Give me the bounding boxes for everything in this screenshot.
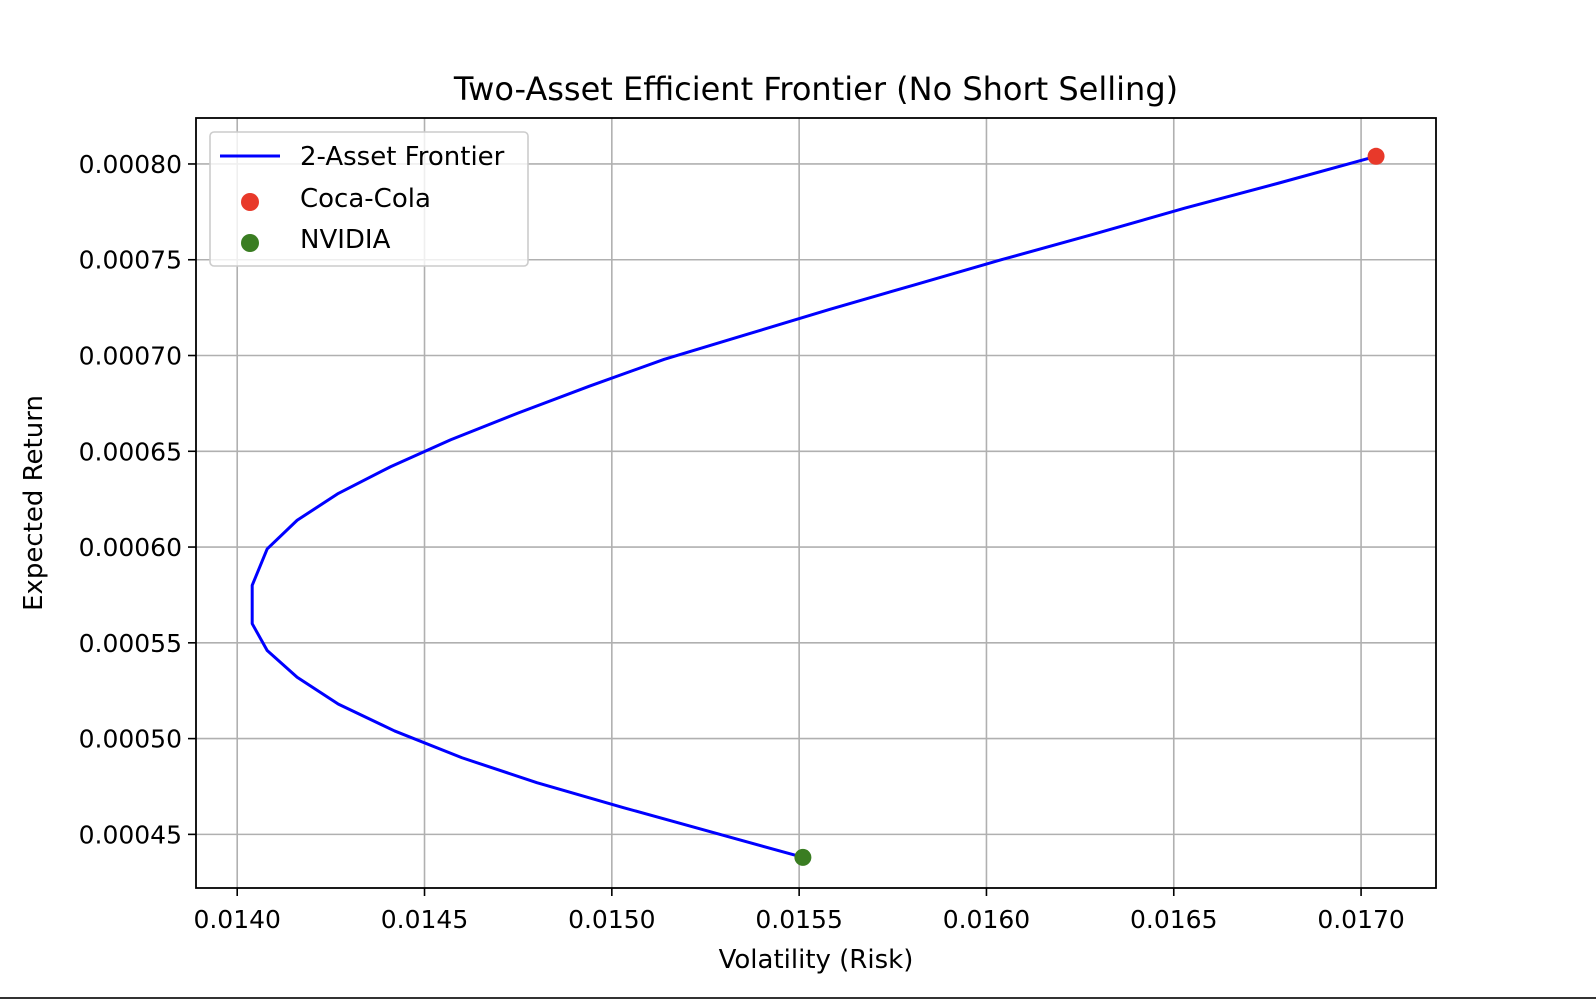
x-tick-label: 0.0165 <box>1130 905 1217 934</box>
legend-box <box>209 131 529 267</box>
y-tick-label: 0.00075 <box>79 246 182 275</box>
y-tick-label: 0.00045 <box>79 820 182 849</box>
y-tick-label: 0.00070 <box>79 342 182 371</box>
x-axis-label: Volatility (Risk) <box>719 945 914 975</box>
x-tick-label: 0.0155 <box>755 905 842 934</box>
frontier-line <box>250 154 1378 859</box>
x-tick-label: 0.0140 <box>193 905 280 934</box>
grid <box>196 118 1436 888</box>
y-axis-label: Expected Return <box>19 395 49 611</box>
legend-label: 2-Asset Frontier <box>300 142 505 172</box>
nvidia-point <box>794 848 812 866</box>
legend: 2-Asset Frontier Coca-Cola NVIDIA <box>209 131 529 267</box>
legend-label: Coca-Cola <box>300 184 431 214</box>
y-tick-label: 0.00055 <box>79 629 182 658</box>
plot-data <box>250 147 1385 866</box>
y-tick-label: 0.00080 <box>79 150 182 179</box>
x-tick-label: 0.0150 <box>568 905 655 934</box>
plot-frame <box>195 117 1437 889</box>
y-tick-label: 0.00065 <box>79 437 182 466</box>
bottom-rule <box>0 997 1596 999</box>
y-tick-label: 0.00050 <box>79 725 182 754</box>
x-tick-label: 0.0145 <box>381 905 468 934</box>
y-tick-label: 0.00060 <box>79 533 182 562</box>
axis-ticks: 0.0140 0.0145 0.0150 0.0155 0.0160 0.0165 0.01… <box>79 150 1405 934</box>
chart-title: Two-Asset Efficient Frontier (No Short S… <box>453 70 1178 108</box>
legend-label: NVIDIA <box>300 225 391 255</box>
legend-marker-swatch <box>241 193 259 211</box>
x-tick-label: 0.0170 <box>1317 905 1404 934</box>
coca-cola-point <box>1367 147 1385 165</box>
x-tick-label: 0.0160 <box>943 905 1030 934</box>
legend-marker-swatch <box>241 234 259 252</box>
